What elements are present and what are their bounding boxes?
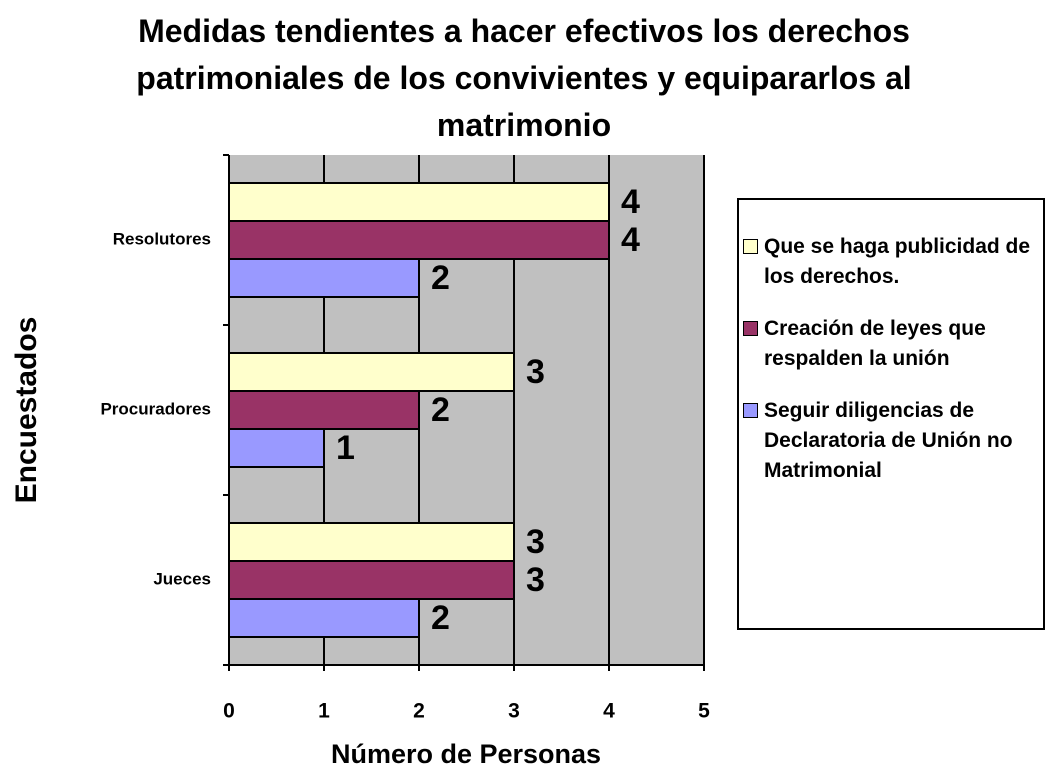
- data-label: 2: [431, 599, 450, 637]
- y-tick-label: Resolutores: [113, 229, 211, 248]
- data-label: 1: [336, 429, 355, 467]
- legend-entry: Seguir diligencias de Declaratoria de Un…: [743, 396, 1039, 486]
- legend-label: Que se haga publicidad de los derechos.: [764, 235, 1031, 288]
- x-tick-label: 1: [318, 700, 330, 723]
- data-label: 4: [621, 221, 640, 259]
- x-tick-label: 5: [698, 700, 710, 723]
- data-label: 3: [526, 561, 545, 599]
- bar: [228, 220, 610, 260]
- x-axis-title: Número de Personas: [331, 739, 601, 768]
- bar: [228, 352, 515, 392]
- data-label: 2: [431, 391, 450, 429]
- x-tick-label: 4: [603, 700, 615, 723]
- bar: [228, 428, 325, 468]
- legend-swatch: [743, 239, 758, 254]
- x-tick-label: 2: [413, 700, 425, 723]
- bar: [228, 522, 515, 562]
- data-label: 3: [526, 353, 545, 391]
- x-tick-label: 0: [223, 700, 235, 723]
- legend: Que se haga publicidad de los derechos. C…: [737, 198, 1045, 630]
- chart-title: Medidas tendientes a hacer efectivos los…: [136, 13, 912, 143]
- legend-swatch: [743, 403, 758, 418]
- y-tick-label: Procuradores: [100, 399, 211, 418]
- legend-entry: Creación de leyes que respalden la unión: [743, 314, 1039, 374]
- data-label: 4: [621, 183, 640, 221]
- data-label: 2: [431, 259, 450, 297]
- bar: [228, 182, 610, 222]
- x-tick-label: 3: [508, 700, 520, 723]
- bar: [228, 598, 420, 638]
- data-label: 3: [526, 523, 545, 561]
- legend-entry: Que se haga publicidad de los derechos.: [743, 232, 1039, 292]
- y-axis-title: Encuestados: [10, 317, 43, 504]
- bar: [228, 258, 420, 298]
- bar: [228, 390, 420, 430]
- y-tick-label: Jueces: [153, 569, 211, 588]
- legend-swatch: [743, 321, 758, 336]
- legend-label: Creación de leyes que respalden la unión: [764, 317, 986, 370]
- legend-label: Seguir diligencias de Declaratoria de Un…: [764, 399, 1013, 482]
- bar: [228, 560, 515, 600]
